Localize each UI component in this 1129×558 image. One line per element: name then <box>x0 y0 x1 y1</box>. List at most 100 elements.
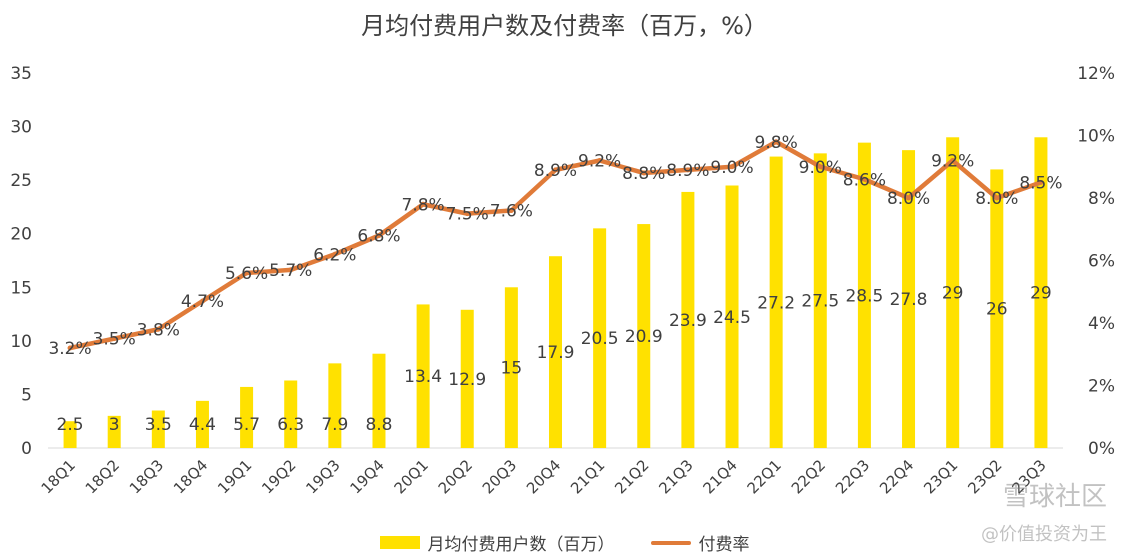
x-tick-label: 19Q2 <box>258 456 299 497</box>
legend-item-line: 付费率 <box>650 530 750 555</box>
y-right-tick-label: 4% <box>1088 314 1115 334</box>
line-data-label: 3.8% <box>137 320 180 340</box>
bar <box>946 137 960 449</box>
bar <box>549 256 562 448</box>
line-data-label: 8.0% <box>975 189 1018 209</box>
bar-data-label: 6.3 <box>277 415 304 435</box>
line-point <box>685 167 691 173</box>
line-point <box>906 195 912 201</box>
bar <box>769 156 783 449</box>
line-data-label: 6.8% <box>357 227 400 247</box>
bar <box>593 228 607 448</box>
line-point <box>420 201 426 207</box>
x-tick-label: 20Q3 <box>479 456 520 497</box>
line-data-label: 5.6% <box>225 264 268 284</box>
line-point <box>508 208 514 213</box>
line-point <box>1038 179 1044 185</box>
bar <box>63 421 77 448</box>
line-point <box>729 164 735 170</box>
x-tick-label: 21Q4 <box>700 456 741 497</box>
x-tick-label: 22Q1 <box>744 456 785 497</box>
y-right-tick-label: 0% <box>1088 439 1115 459</box>
line-data-label: 5.7% <box>269 261 312 281</box>
legend-swatch-line <box>650 540 691 545</box>
line-data-label: 8.9% <box>534 161 577 181</box>
watermark-author: @价值投资为王 <box>981 524 1107 545</box>
x-tick-label: 18Q3 <box>126 456 167 497</box>
bar-data-label: 28.5 <box>845 286 883 306</box>
line-point <box>464 211 470 217</box>
line-data-label: 8.0% <box>887 189 930 209</box>
x-tick-label: 21Q3 <box>655 456 696 497</box>
bar <box>284 380 298 448</box>
x-tick-label: 22Q2 <box>788 456 829 497</box>
bar-data-label: 29 <box>1030 284 1052 304</box>
bar-data-label: 3 <box>109 415 120 435</box>
bar-data-label: 29 <box>942 284 964 304</box>
line-point <box>244 270 250 276</box>
bar-data-label: 4.4 <box>189 415 216 435</box>
line-point <box>111 336 117 342</box>
legend-label-bar: 月均付费用户数（百万） <box>427 535 615 555</box>
bar-data-label: 24.5 <box>713 308 751 328</box>
y-right-tick-label: 2% <box>1088 377 1115 397</box>
line-data-label: 6.2% <box>313 245 356 265</box>
bar <box>240 386 254 448</box>
x-tick-label: 21Q2 <box>611 456 652 497</box>
line-data-label: 7.8% <box>402 195 445 215</box>
x-tick-label: 18Q1 <box>38 456 79 497</box>
y-right-tick-label: 12% <box>1077 64 1115 84</box>
bar <box>637 224 651 448</box>
bar-data-label: 17.9 <box>537 343 575 363</box>
bar-data-label: 27.2 <box>757 293 795 313</box>
line-data-label: 9.0% <box>799 158 842 178</box>
bar-data-label: 15 <box>501 359 523 379</box>
line-point <box>773 139 779 145</box>
legend-label-line: 付费率 <box>698 535 750 555</box>
x-tick-label: 20Q1 <box>391 456 432 497</box>
bar <box>107 415 121 448</box>
bar-data-label: 20.9 <box>625 327 663 347</box>
y-right-tick-label: 8% <box>1088 189 1115 209</box>
y-left-tick-label: 20 <box>10 225 32 245</box>
y-left-tick-label: 5 <box>21 385 32 405</box>
line-data-label: 7.6% <box>490 202 533 222</box>
line-point <box>861 176 867 182</box>
watermark-logo: 雪球社区 <box>1002 482 1107 512</box>
line-data-label: 8.8% <box>622 164 665 184</box>
bar <box>902 150 916 448</box>
x-tick-label: 18Q2 <box>82 456 123 497</box>
legend-item-bar: 月均付费用户数（百万） <box>379 530 615 555</box>
bar-data-label: 3.5 <box>145 415 172 435</box>
bar <box>1034 137 1048 449</box>
bar <box>857 142 871 448</box>
y-left-tick-label: 10 <box>10 332 32 352</box>
legend-swatch-bar <box>379 536 420 549</box>
line-data-label: 9.2% <box>578 152 621 172</box>
x-tick-label: 22Q4 <box>876 456 917 497</box>
line-point <box>641 170 647 176</box>
bar-data-label: 5.7 <box>233 415 260 435</box>
line-data-label: 9.2% <box>931 152 974 172</box>
bar <box>725 185 739 448</box>
line-point <box>288 267 294 273</box>
y-left-tick-label: 25 <box>10 171 32 191</box>
x-tick-label: 20Q2 <box>435 456 476 497</box>
bar <box>460 309 474 448</box>
chart-legend: 月均付费用户数（百万） 付费率 <box>0 530 1129 555</box>
bar <box>328 363 342 448</box>
bar-data-label: 20.5 <box>581 329 619 349</box>
x-tick-label: 23Q2 <box>964 456 1005 497</box>
line-data-label: 8.5% <box>1019 173 1062 193</box>
y-left-tick-label: 35 <box>10 64 32 84</box>
line-point <box>553 167 558 173</box>
line-data-label: 3.5% <box>93 330 136 350</box>
bar-data-label: 27.5 <box>801 292 839 312</box>
bar <box>416 304 430 448</box>
line-data-label: 9.8% <box>755 133 798 153</box>
line-point <box>597 158 603 163</box>
line-data-label: 9.0% <box>710 158 753 178</box>
y-left-tick-label: 0 <box>21 439 32 459</box>
line-data-label: 8.6% <box>843 170 886 190</box>
line-point <box>199 298 205 304</box>
